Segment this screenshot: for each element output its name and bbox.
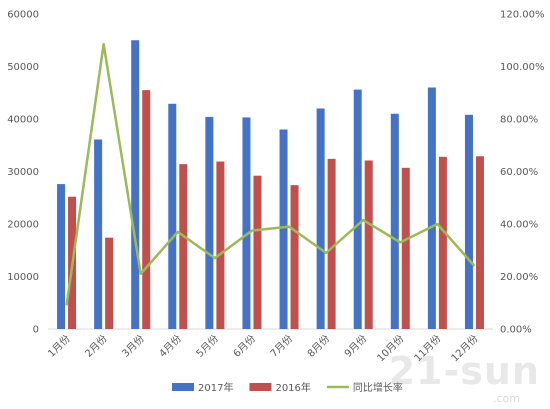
right-tick-label: 100.00% [500,62,545,73]
right-y-axis: 0.00% 20.00% 40.00% 60.00% 80.00% 100.00% 120.… [500,10,545,336]
right-tick-label: 0.00% [500,325,532,336]
bar [327,158,336,329]
watermark-logo: 21-sun [388,349,540,393]
x-tick-label: 8月份 [305,333,332,360]
bar [131,40,140,329]
bar [105,237,114,329]
left-tick-label: 20000 [7,220,39,231]
left-tick-label: 0 [33,325,39,336]
left-tick-label: 40000 [7,115,39,126]
legend: 2017年 2016年 同比增长率 [172,381,403,394]
legend-swatch [249,383,272,391]
bar [401,167,410,329]
x-tick-label: 1月份 [46,333,73,360]
bar [242,117,251,329]
bar [438,156,447,329]
bar [390,113,399,329]
watermark-domain: .com [493,392,520,405]
bar [427,87,436,329]
x-tick-label: 2月份 [83,333,110,360]
x-tick-label: 9月份 [342,333,369,360]
right-tick-label: 60.00% [500,167,538,178]
bar [57,184,66,329]
right-tick-label: 20.00% [500,272,538,283]
line-series [65,42,476,306]
bar [316,108,325,329]
x-tick-label: 7月份 [268,333,295,360]
growth-rate-line [65,42,476,306]
left-tick-label: 10000 [7,272,39,283]
bar [279,129,288,329]
bar [290,185,299,329]
left-tick-label: 30000 [7,167,39,178]
bar [179,164,188,329]
legend-label: 2017年 [198,381,233,394]
bar [253,175,262,329]
bar [353,89,362,329]
right-tick-label: 40.00% [500,220,538,231]
right-tick-label: 120.00% [500,10,545,21]
x-tick-label: 5月份 [194,333,221,360]
bar [205,116,214,330]
left-tick-label: 50000 [7,62,39,73]
legend-label: 2016年 [275,381,310,394]
x-tick-label: 6月份 [231,333,258,360]
bar [168,103,177,330]
right-tick-label: 80.00% [500,115,538,126]
x-tick-label: 3月份 [120,333,147,360]
legend-label: 同比增长率 [353,381,403,394]
bar [142,90,151,329]
left-y-axis: 0 10000 20000 30000 40000 50000 60000 [7,10,39,336]
bar [94,139,103,329]
bar [364,160,373,329]
left-tick-label: 60000 [7,10,39,21]
legend-swatch [172,383,194,391]
bar [216,161,225,329]
bar-series [57,40,484,330]
bar [464,114,473,329]
x-tick-label: 4月份 [157,333,184,360]
bar [475,156,484,329]
